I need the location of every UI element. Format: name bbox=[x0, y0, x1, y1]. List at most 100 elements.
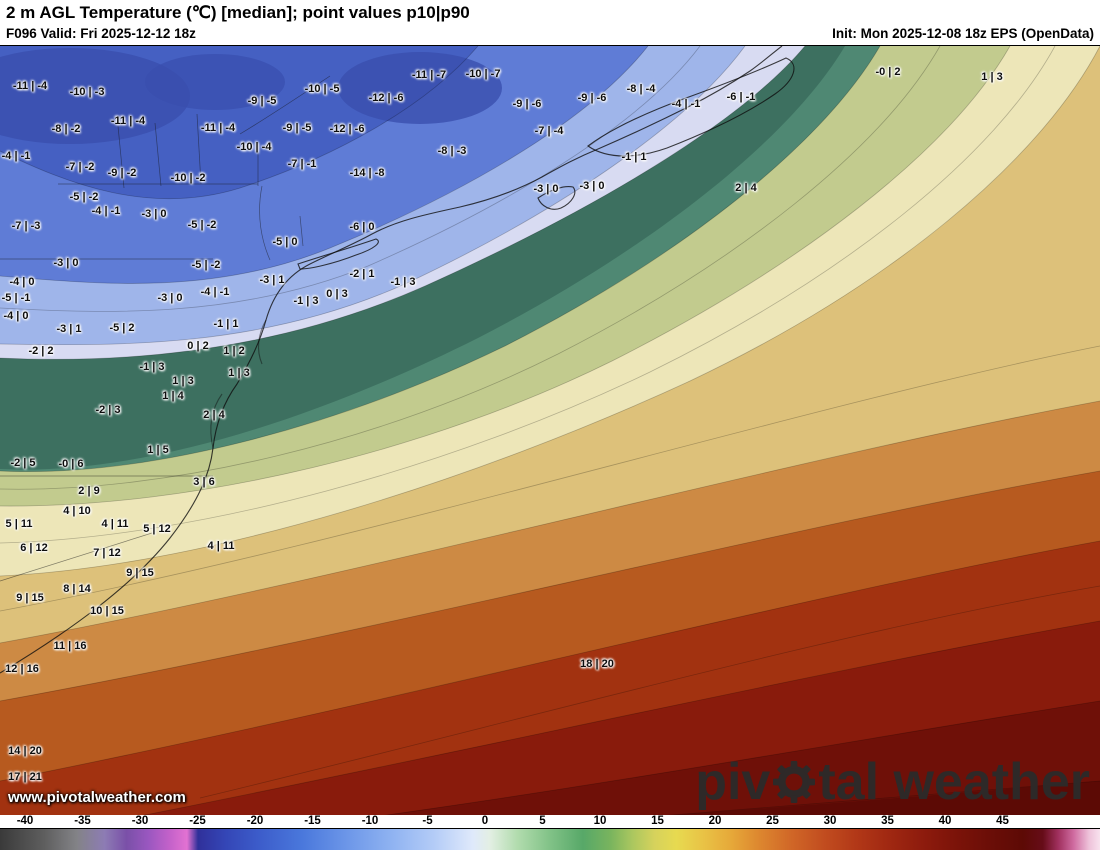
point-value: -1 | 1 bbox=[621, 151, 647, 163]
colorbar: -40 -35 -30 -25 -20 -15 -10 -5 0 5 10 15 20 25 30 35 40 4… bbox=[0, 815, 1100, 850]
point-value: -0 | 6 bbox=[58, 458, 84, 470]
colorbar-tick: -40 bbox=[16, 815, 34, 827]
point-value: -3 | 0 bbox=[579, 180, 605, 192]
point-value: -8 | -3 bbox=[437, 145, 467, 157]
colorbar-tick: -10 bbox=[361, 815, 379, 827]
colorbar-tick: -35 bbox=[74, 815, 91, 827]
point-value: -6 | -1 bbox=[726, 91, 756, 103]
point-value: 4 | 10 bbox=[63, 505, 91, 517]
nova-scotia bbox=[587, 57, 795, 157]
point-value: -5 | 2 bbox=[109, 322, 135, 334]
init-time: Init: Mon 2025-12-08 18z EPS (OpenData) bbox=[832, 26, 1094, 41]
point-value: -12 | -6 bbox=[368, 92, 404, 104]
point-value: 5 | 11 bbox=[5, 518, 33, 530]
point-value: 11 | 16 bbox=[53, 640, 87, 652]
point-value: -3 | 0 bbox=[533, 183, 559, 195]
colorbar-tick: 45 bbox=[996, 815, 1009, 827]
brand-watermark: piv tal weather bbox=[695, 756, 1090, 808]
point-value: 0 | 3 bbox=[326, 288, 348, 300]
colorbar-tick: 35 bbox=[881, 815, 894, 827]
brand-text-right: tal weather bbox=[818, 753, 1090, 811]
point-value: -1 | 1 bbox=[213, 318, 239, 330]
point-value: -7 | -3 bbox=[11, 220, 41, 232]
point-value: -2 | 1 bbox=[349, 268, 375, 280]
long-island bbox=[297, 238, 379, 270]
point-value: 2 | 9 bbox=[78, 485, 100, 497]
gear-icon bbox=[773, 761, 816, 803]
point-value: -8 | -4 bbox=[626, 83, 656, 95]
point-value: 6 | 12 bbox=[20, 542, 48, 554]
point-value: -5 | -1 bbox=[1, 292, 31, 304]
point-value: 12 | 16 bbox=[5, 663, 39, 675]
colorbar-tick: 25 bbox=[766, 815, 779, 827]
point-values-layer: -11 | -4 -10 | -3 -11 | -4 -8 | -2 -11 | -4-… bbox=[0, 46, 1100, 816]
point-value: -8 | -2 bbox=[51, 123, 81, 135]
colorbar-tick: -5 bbox=[422, 815, 433, 827]
temperature-fill-map bbox=[0, 46, 1100, 816]
point-value: -10 | -2 bbox=[170, 172, 206, 184]
point-value: -4 | -1 bbox=[200, 286, 230, 298]
colorbar-tick: 30 bbox=[823, 815, 837, 827]
point-value: 5 | 12 bbox=[143, 523, 171, 535]
colorbar-tick: -20 bbox=[246, 815, 264, 827]
point-value: -4 | -1 bbox=[671, 98, 701, 110]
point-value: 17 | 21 bbox=[8, 771, 42, 783]
point-value: -11 | -4 bbox=[110, 115, 146, 127]
point-value: 9 | 15 bbox=[16, 592, 44, 604]
point-value: -2 | 3 bbox=[95, 404, 121, 416]
colorbar-tick: -15 bbox=[304, 815, 321, 827]
point-value: -5 | -2 bbox=[69, 191, 99, 203]
point-value: -0 | 2 bbox=[875, 66, 901, 78]
colorbar-strip bbox=[0, 828, 1100, 850]
point-value: -3 | 0 bbox=[53, 257, 79, 269]
point-value: -4 | 0 bbox=[9, 276, 35, 288]
colorbar-ticks: -40 -35 -30 -25 -20 -15 -10 -5 0 5 10 15 20 25 30 35 40 4… bbox=[0, 815, 1100, 828]
point-value: -9 | -2 bbox=[107, 167, 137, 179]
point-value: -5 | -2 bbox=[191, 259, 221, 271]
point-value: -11 | -4 bbox=[12, 80, 48, 92]
point-value: -3 | 0 bbox=[157, 292, 183, 304]
point-value: -3 | 1 bbox=[56, 323, 82, 335]
point-value: -11 | -7 bbox=[411, 69, 447, 81]
point-value: 2 | 4 bbox=[735, 182, 757, 194]
point-value: -10 | -7 bbox=[465, 68, 501, 80]
map-area[interactable]: -11 | -4 -10 | -3 -11 | -4 -8 | -2 -11 | -4-… bbox=[0, 45, 1100, 816]
point-value: -7 | -4 bbox=[534, 125, 564, 137]
point-value: -1 | 3 bbox=[139, 361, 165, 373]
chesapeake-bay bbox=[210, 393, 223, 449]
point-value: -9 | -5 bbox=[282, 122, 312, 134]
point-value: 14 | 20 bbox=[8, 745, 42, 757]
delaware-bay bbox=[257, 319, 267, 365]
point-value: -5 | 0 bbox=[272, 236, 298, 248]
point-value: 1 | 2 bbox=[223, 345, 245, 357]
point-value: 8 | 14 bbox=[63, 583, 91, 595]
valid-time: F096 Valid: Fri 2025-12-12 18z bbox=[6, 26, 196, 41]
point-value: 1 | 3 bbox=[981, 71, 1003, 83]
point-value: -10 | -5 bbox=[304, 83, 340, 95]
colorbar-tick: 40 bbox=[938, 815, 952, 827]
point-value: 7 | 12 bbox=[93, 547, 121, 559]
point-value: 9 | 15 bbox=[126, 567, 154, 579]
point-value: -3 | 0 bbox=[141, 208, 167, 220]
site-url[interactable]: www.pivotalweather.com bbox=[8, 789, 186, 806]
point-value: -9 | -6 bbox=[512, 98, 542, 110]
point-value: 10 | 15 bbox=[90, 605, 124, 617]
colorbar-tick: -25 bbox=[189, 815, 206, 827]
point-value: -7 | -1 bbox=[287, 158, 317, 170]
point-value: -6 | 0 bbox=[349, 221, 375, 233]
colorbar-tick: 0 bbox=[481, 815, 489, 827]
point-value: 3 | 6 bbox=[193, 476, 215, 488]
point-value: 1 | 4 bbox=[162, 390, 184, 402]
point-value: 2 | 4 bbox=[203, 409, 225, 421]
point-value: 4 | 11 bbox=[101, 518, 129, 530]
map-title: 2 m AGL Temperature (℃) [median]; point … bbox=[6, 3, 470, 22]
colorbar-tick: 10 bbox=[593, 815, 607, 827]
point-value: -5 | -2 bbox=[187, 219, 217, 231]
cape-cod bbox=[537, 186, 576, 210]
title-bar: 2 m AGL Temperature (℃) [median]; point … bbox=[0, 0, 1100, 24]
point-value: -7 | -2 bbox=[65, 161, 95, 173]
point-value: 1 | 5 bbox=[147, 444, 169, 456]
point-value: 1 | 3 bbox=[228, 367, 250, 379]
subtitle-bar: F096 Valid: Fri 2025-12-12 18z Init: Mon… bbox=[0, 24, 1100, 45]
